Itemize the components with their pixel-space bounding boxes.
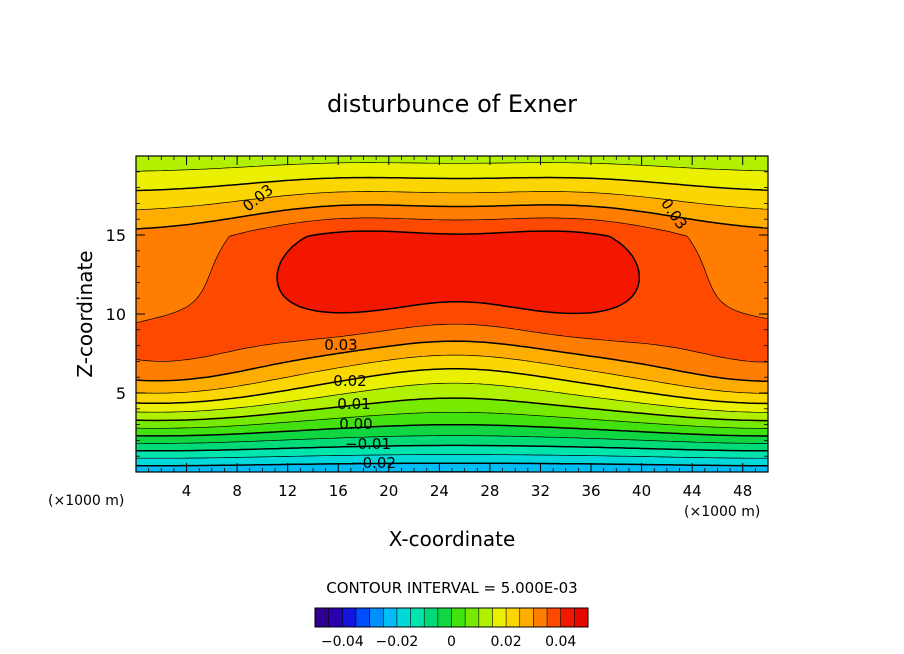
- colorbar-frame: [314, 607, 589, 628]
- colorbar-tick-label: −0.04: [321, 634, 364, 650]
- x-tick-label: 40: [632, 482, 651, 500]
- contour-line: [136, 162, 768, 413]
- colorbar: −0.04 −0.02 0 0.02 0.04: [314, 607, 589, 650]
- colorbar-cell: [574, 608, 589, 627]
- colorbar-cell: [355, 608, 370, 627]
- colorbar-cell: [410, 608, 425, 627]
- contour-label-text: 0.00: [339, 415, 372, 433]
- contour-line: [136, 435, 768, 444]
- colorbar-cell: [396, 608, 411, 627]
- contour-line: [276, 230, 641, 315]
- x-axis-label: X-coordinate: [389, 527, 516, 551]
- x-tick-label: 28: [480, 482, 499, 500]
- colorbar-cell: [424, 608, 439, 627]
- contour-label: 0.03: [324, 336, 357, 354]
- contour-field: [136, 156, 768, 472]
- x-tick-label: 32: [531, 482, 550, 500]
- x-axis-unit: (×1000 m): [684, 504, 760, 520]
- colorbar-cell: [465, 608, 480, 627]
- contour-label-text: −0.01: [345, 435, 391, 453]
- colorbar-cell: [383, 608, 398, 627]
- colorbar-tick-label: 0.02: [491, 634, 522, 650]
- colorbar-cell: [315, 608, 329, 627]
- colorbar-cell: [492, 608, 507, 627]
- filled-contours-raster: [136, 156, 768, 472]
- contour-line: [136, 204, 768, 382]
- colorbar-cell: [533, 608, 548, 627]
- contour-line: [136, 397, 768, 422]
- x-tick-label: 12: [278, 482, 297, 500]
- contour-line: [136, 217, 768, 363]
- colorbar-cell: [437, 608, 452, 627]
- y-tick-label: 15: [106, 226, 126, 245]
- contour-label: 0.00: [339, 415, 372, 433]
- contour-interval-label: CONTOUR INTERVAL = 5.000E-03: [326, 579, 577, 597]
- colorbar-tick-label: 0.04: [545, 634, 576, 650]
- contour-line: [136, 454, 768, 459]
- contour-label: 0.02: [333, 372, 366, 390]
- colorbar-cell: [478, 608, 493, 627]
- contour-line: [136, 411, 768, 429]
- y-axis-unit: (×1000 m): [48, 493, 124, 509]
- x-tick-label: 44: [683, 482, 702, 500]
- contour-line: [136, 423, 768, 437]
- x-tick-label: 24: [430, 482, 449, 500]
- colorbar-tick-label: 0: [447, 634, 456, 650]
- colorbar-cell: [519, 608, 534, 627]
- contour-line: [136, 462, 768, 467]
- x-tick-label: 36: [581, 482, 600, 500]
- contour-line: [136, 176, 768, 405]
- colorbar-cell: [451, 608, 466, 627]
- contour-label-text: 0.03: [324, 336, 357, 354]
- colorbar-tick-label: −0.02: [375, 634, 418, 650]
- colorbar-cell: [560, 608, 575, 627]
- colorbar-cell: [328, 608, 343, 627]
- x-tick-label: 48: [733, 482, 752, 500]
- contour-label: −0.01: [345, 435, 391, 453]
- contour-label: −0.02: [350, 454, 396, 472]
- y-tick-label: 5: [116, 384, 126, 403]
- y-axis-label: Z-coordinate: [73, 250, 97, 377]
- x-tick-label: 20: [379, 482, 398, 500]
- x-tick-label: 16: [329, 482, 348, 500]
- colorbar-cell: [369, 608, 384, 627]
- colorbar-cell: [342, 608, 357, 627]
- contour-label: 0.01: [337, 395, 370, 413]
- x-tick-label: 8: [232, 482, 242, 500]
- colorbar-cell: [547, 608, 561, 627]
- contour-lines: [136, 162, 768, 472]
- y-tick-label: 10: [106, 305, 126, 324]
- x-tick-label: 4: [182, 482, 192, 500]
- chart-title: disturbunce of Exner: [327, 90, 577, 118]
- contour-label-text: 0.02: [333, 372, 366, 390]
- contour-label-text: 0.01: [337, 395, 370, 413]
- contour-line: [136, 444, 768, 452]
- contour-label-text: −0.02: [350, 454, 396, 472]
- colorbar-cell: [506, 608, 521, 627]
